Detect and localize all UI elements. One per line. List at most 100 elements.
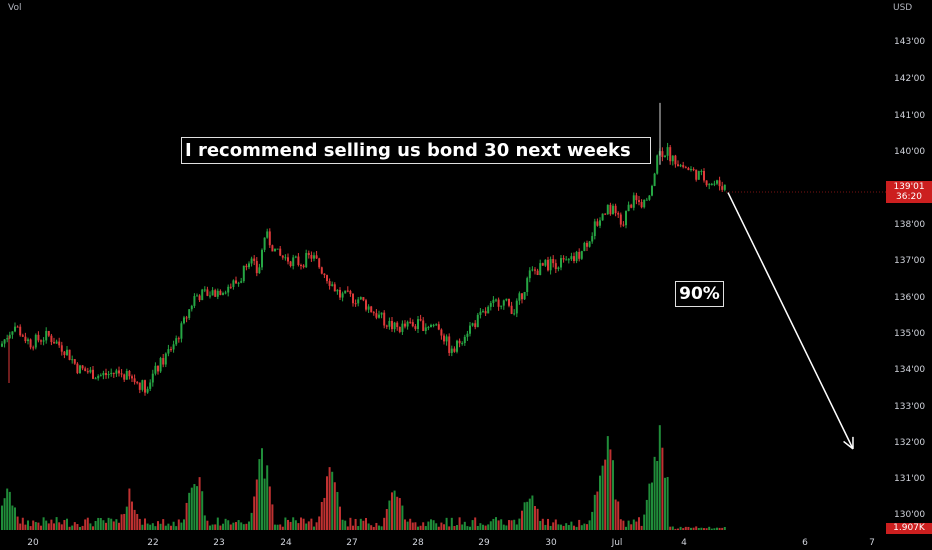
candle-body [495, 299, 497, 301]
volume-bar [614, 499, 617, 530]
volume-bar [596, 491, 599, 530]
volume-bar [201, 491, 204, 530]
candle-body [583, 242, 586, 252]
volume-bar [677, 528, 679, 530]
volume-bar [357, 526, 360, 530]
volume-bar [123, 513, 126, 530]
volume-bar [710, 528, 713, 530]
volume-bar [281, 526, 284, 530]
volume-bar [154, 526, 157, 530]
volume-bar [60, 524, 63, 530]
candle-body [500, 305, 503, 307]
volume-bar [700, 527, 703, 530]
volume-bar [258, 459, 261, 530]
candle-body [68, 349, 71, 360]
candle-body [292, 257, 295, 267]
candle-body [554, 263, 557, 270]
volume-bar [167, 523, 170, 530]
price-tick-label: 143'00 [894, 37, 925, 47]
volume-bar [638, 517, 640, 530]
candle-body [362, 297, 365, 301]
candle-body [627, 204, 630, 212]
recommendation-annotation[interactable]: I recommend selling us bond 30 next week… [181, 137, 651, 164]
volume-bar [547, 518, 549, 530]
candle-body [123, 374, 126, 380]
volume-bar [284, 517, 287, 530]
volume-bar [684, 526, 687, 530]
volume-bar [151, 523, 154, 530]
candle-body [294, 256, 297, 258]
candle-body [227, 286, 230, 293]
volume-bar [63, 520, 66, 530]
volume-bar [510, 520, 513, 530]
candle-body [679, 165, 682, 167]
candle-body [448, 336, 451, 353]
volume-bar [133, 509, 136, 530]
volume-bar [489, 521, 492, 530]
candle-body [211, 290, 214, 296]
candle-body [279, 248, 282, 256]
volume-bar [565, 523, 568, 530]
time-tick-label: 4 [681, 538, 687, 548]
candle-body [380, 312, 383, 315]
volume-bar [372, 526, 375, 530]
volume-bar [708, 526, 711, 530]
volume-bar [658, 425, 661, 530]
candle-body [687, 168, 690, 171]
candle-body [700, 171, 703, 173]
projection-arrow-head [843, 440, 854, 450]
volume-bar [84, 519, 87, 530]
candle-body [354, 303, 357, 305]
candle-body [331, 284, 334, 286]
candle-body [37, 334, 40, 341]
currency-label: USD [893, 3, 913, 13]
candle-body [601, 213, 604, 221]
volume-bar [29, 526, 32, 530]
candle-body [310, 255, 313, 259]
candle-body [393, 322, 396, 330]
candle-body [107, 374, 110, 376]
volume-bar [105, 522, 107, 530]
volume-bar [149, 524, 152, 530]
candle-body [328, 281, 331, 286]
volume-bar [612, 460, 614, 530]
candle-body [136, 382, 139, 384]
volume-bar [635, 521, 638, 530]
candle-body [19, 326, 22, 336]
candle-body [497, 299, 500, 307]
candle-body [222, 293, 224, 295]
candle-body [409, 321, 412, 323]
candle-body [63, 351, 66, 356]
candle-body [630, 204, 633, 208]
volume-bar [359, 518, 362, 530]
candle-body [45, 331, 48, 341]
volume-bar [144, 518, 146, 530]
volume-bar [435, 523, 438, 530]
volume-bar [112, 521, 115, 530]
candle-body [648, 195, 651, 200]
candle-body [489, 303, 492, 307]
candle-body [612, 205, 614, 215]
candle-body [151, 373, 154, 383]
probability-annotation[interactable]: 90% [675, 281, 724, 307]
candle-body [367, 306, 370, 310]
volume-bar [24, 524, 27, 530]
volume-bar [437, 526, 440, 530]
volume-bar [606, 436, 609, 530]
candle-body [131, 376, 133, 379]
candle-body [81, 365, 84, 369]
volume-bar [570, 521, 573, 530]
candle-body [16, 326, 19, 328]
price-tick-label: 140'00 [894, 147, 925, 157]
volume-bar [50, 519, 53, 530]
candle-body [596, 221, 599, 226]
volume-bar [453, 525, 456, 530]
candle-body [170, 349, 172, 351]
volume-bar [573, 525, 575, 530]
volume-bar [107, 517, 110, 530]
volume-bar [159, 523, 162, 530]
candle-body [323, 273, 326, 276]
candle-body [458, 340, 461, 344]
volume-bar [136, 513, 139, 530]
